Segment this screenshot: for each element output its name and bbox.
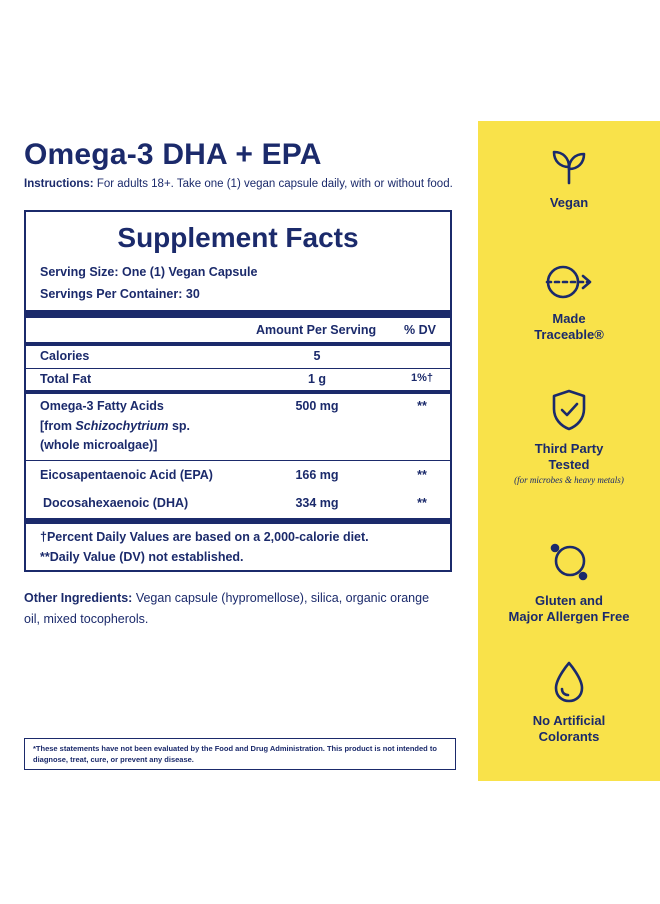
row-amount-epa: 166 mg	[295, 468, 339, 482]
feature-gluten-label: Gluten and Major Allergen Free	[478, 593, 660, 625]
sprout-icon	[552, 150, 586, 185]
row-name-calories: Calories	[40, 349, 90, 363]
feature-colorants-line2: Colorants	[538, 729, 600, 744]
header-dv: % DV	[404, 323, 436, 337]
row-amount-calories: 5	[313, 349, 321, 363]
feature-vegan-label: Vegan	[478, 195, 660, 211]
feature-vegan-line1: Vegan	[549, 195, 589, 210]
footer-divider	[26, 518, 450, 524]
row-divider	[26, 460, 450, 461]
footnote-dv-not-established: **Daily Value (DV) not established.	[40, 550, 244, 564]
feature-sidebar: Vegan Made Traceable® Third Party Tested…	[478, 121, 660, 781]
header-amount: Amount Per Serving	[256, 323, 377, 337]
omega3-source-genus: Schizochytrium	[75, 419, 169, 433]
thick-divider	[26, 310, 450, 318]
feature-gluten-free: Gluten and Major Allergen Free	[478, 539, 660, 625]
feature-traceable-label: Made Traceable®	[478, 311, 660, 343]
feature-third-party-tested: Third Party Tested (for microbes & heavy…	[478, 387, 660, 485]
omega3-source-prefix: [from	[40, 419, 76, 433]
droplet-icon	[554, 661, 584, 703]
omega3-source-suffix: sp.	[168, 419, 191, 433]
servings-per-container: Servings Per Container: 30	[40, 287, 200, 301]
traceable-arrow-icon	[545, 265, 592, 299]
feature-traceable-line1: Made	[552, 311, 586, 326]
feature-no-artificial-colorants: No Artificial Colorants	[478, 659, 660, 745]
other-ingredients: Other Ingredients: Vegan capsule (hyprom…	[24, 588, 444, 630]
row-dv-epa: **	[417, 468, 427, 482]
row-amount-dha: 334 mg	[295, 496, 339, 510]
row-dv-total-fat: 1%†	[410, 372, 434, 384]
feature-traceable: Made Traceable®	[478, 261, 660, 343]
fda-disclaimer: *These statements have not been evaluate…	[24, 738, 456, 770]
feature-tested-line1: Third Party	[534, 441, 604, 456]
row-dv-dha: **	[417, 496, 427, 510]
omega3-source-line2: (whole microalgae)]	[40, 438, 158, 452]
feature-traceable-line2: Traceable®	[534, 327, 604, 342]
feature-colorants-line1: No Artificial	[532, 713, 606, 728]
other-ingredients-text: Vegan capsule (hypromellose), silica, or…	[24, 591, 430, 626]
row-name-omega3: Omega-3 Fatty Acids	[40, 399, 164, 413]
row-divider	[26, 368, 450, 369]
feature-gluten-line1: Gluten and	[535, 593, 603, 608]
row-name-total-fat: Total Fat	[40, 372, 92, 386]
feature-tested-line2: Tested	[548, 457, 590, 472]
row-name-dha: Docosahexaenoic (DHA)	[43, 496, 189, 510]
other-ingredients-label: Other Ingredients:	[24, 591, 133, 605]
feature-colorants-label: No Artificial Colorants	[478, 713, 660, 745]
gluten-free-icon	[550, 543, 588, 581]
header-divider	[26, 342, 450, 346]
feature-gluten-line2: Major Allergen Free	[508, 609, 630, 624]
footnote-percent-dv: †Percent Daily Values are based on a 2,0…	[40, 530, 369, 544]
instructions: Instructions: For adults 18+. Take one (…	[24, 178, 453, 190]
row-name-epa: Eicosapentaenoic Acid (EPA)	[40, 468, 213, 482]
supplement-facts-panel: Supplement Facts Serving Size: One (1) V…	[24, 210, 452, 572]
instructions-text: For adults 18+. Take one (1) vegan capsu…	[93, 178, 453, 190]
serving-size: Serving Size: One (1) Vegan Capsule	[40, 265, 258, 279]
omega3-source: [from Schizochytrium sp.	[40, 419, 190, 433]
row-dv-omega3: **	[417, 399, 427, 413]
feature-vegan: Vegan	[478, 145, 660, 211]
row-amount-omega3: 500 mg	[295, 399, 339, 413]
row-amount-total-fat: 1 g	[307, 372, 327, 386]
supplement-facts-title: Supplement Facts	[117, 222, 359, 253]
feature-tested-label: Third Party Tested	[478, 441, 660, 473]
instructions-label: Instructions:	[24, 178, 94, 190]
product-title: Omega-3 DHA + EPA	[24, 138, 322, 171]
section-divider	[26, 390, 450, 394]
shield-check-icon	[552, 389, 586, 431]
feature-tested-note: (for microbes & heavy metals)	[514, 475, 624, 485]
